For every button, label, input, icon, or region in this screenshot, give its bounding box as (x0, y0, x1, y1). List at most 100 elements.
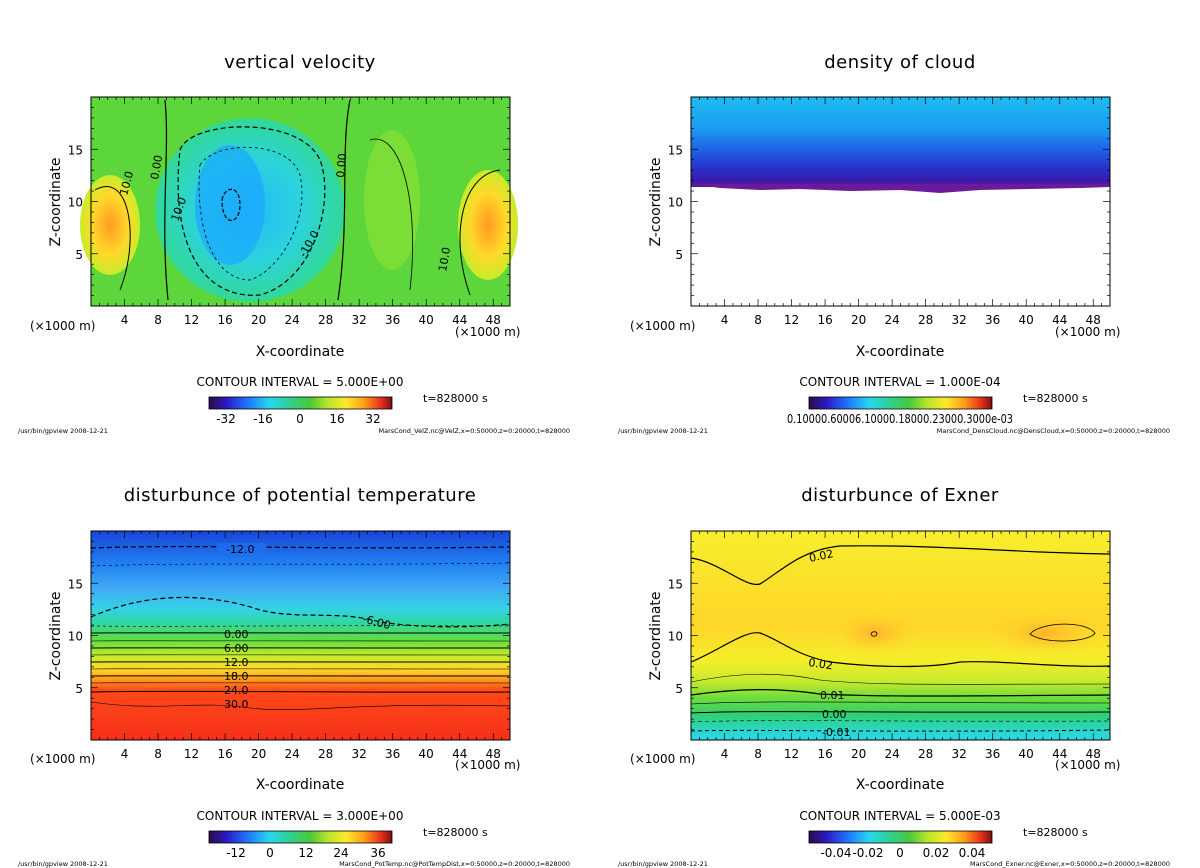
footer-left: /usr/bin/gpview 2008-12-21 (618, 860, 708, 868)
x-unit-right: (×1000 m) (455, 758, 520, 772)
colorbar-tick: 12 (298, 846, 313, 860)
x-tick-label: 16 (817, 313, 832, 327)
x-tick-label: 32 (952, 747, 967, 761)
panel-title: vertical velocity (224, 52, 376, 73)
x-tick-label: 12 (784, 313, 799, 327)
x-tick-label: 8 (754, 747, 762, 761)
y-tick-label: 5 (675, 682, 683, 696)
contour-label: 0.02 (808, 656, 834, 672)
time-label: t=828000 s (1023, 826, 1088, 839)
y-tick-label: 15 (68, 143, 83, 157)
panel-density-of-cloud: density of cloud 4 8 12 16 20 24 28 32 36 40 44 485… (618, 52, 1170, 435)
x-tick-label: 40 (419, 313, 434, 327)
x-axis-label: X-coordinate (856, 777, 945, 793)
colorbar (208, 830, 393, 844)
colorbar-tick: 0 (896, 846, 904, 860)
colorbar (808, 396, 993, 410)
x-unit-right: (×1000 m) (1055, 758, 1120, 772)
time-label: t=828000 s (423, 392, 488, 405)
colorbar-ticks: -12 0 12 24 36 (226, 846, 385, 860)
y-axis-label: Z-coordinate (648, 591, 664, 680)
x-tick-label: 28 (318, 313, 333, 327)
x-tick-label: 12 (784, 747, 799, 761)
contour-label: 10.0 (117, 170, 136, 197)
contour-label: 0.02 (808, 547, 835, 565)
x-tick-label: 32 (352, 313, 367, 327)
x-tick-label: 44 (1052, 313, 1067, 327)
x-unit-left: (×1000 m) (30, 319, 95, 333)
colorbar-tick: 36 (370, 846, 385, 860)
panel-potential-temperature: disturbunce of potential temperature -12… (18, 485, 570, 868)
x-tick-label: 44 (1052, 747, 1067, 761)
panel-title: disturbunce of Exner (801, 485, 999, 506)
contour-interval: CONTOUR INTERVAL = 5.000E+00 (197, 375, 404, 389)
panel-vertical-velocity: vertical velocity 0.00 10.0 -10.0 10.0 0… (18, 52, 570, 435)
colorbar-tick: 24 (333, 846, 348, 860)
x-tick-label: 36 (385, 313, 400, 327)
colorbar-tick: 0.02 (923, 846, 950, 860)
x-unit-right: (×1000 m) (1055, 325, 1120, 339)
colorbar-ticks: -0.04 -0.02 0 0.02 0.04 (820, 846, 985, 860)
contour-label: -12.0 (226, 543, 254, 556)
contour-label: 0.00 (822, 708, 847, 721)
x-tick-label: 44 (452, 747, 467, 761)
y-tick-label: 5 (675, 248, 683, 262)
x-tick-label: 20 (851, 747, 866, 761)
colorbar-tick: -12 (226, 846, 246, 860)
x-tick-label: 24 (884, 747, 899, 761)
x-tick-label: 28 (918, 747, 933, 761)
time-label: t=828000 s (423, 826, 488, 839)
y-tick-label: 5 (75, 248, 83, 262)
x-tick-label: 36 (985, 313, 1000, 327)
colorbar (208, 396, 393, 410)
plot-area: 0.00 10.0 -10.0 10.0 0.00 10.0 (80, 96, 518, 307)
x-tick-label: 32 (352, 747, 367, 761)
colorbar-tick: -0.02 (852, 846, 883, 860)
y-tick-label: 5 (75, 682, 83, 696)
x-unit-left: (×1000 m) (630, 752, 695, 766)
time-label: t=828000 s (1023, 392, 1088, 405)
x-tick-label: 16 (217, 747, 232, 761)
y-axis-label: Z-coordinate (48, 157, 64, 246)
x-tick-label: 48 (486, 313, 501, 327)
y-tick-label: 10 (668, 196, 683, 210)
colorbar-tick: 0 (296, 412, 304, 426)
colorbar-tick: 32 (365, 412, 380, 426)
x-tick-label: 28 (318, 747, 333, 761)
x-unit-right: (×1000 m) (455, 325, 520, 339)
x-tick-label: 40 (1019, 313, 1034, 327)
footer-left: /usr/bin/gpview 2008-12-21 (18, 860, 108, 868)
y-tick-label: 15 (68, 577, 83, 591)
x-tick-label: 20 (251, 747, 266, 761)
colorbar (808, 830, 993, 844)
x-tick-label: 48 (1086, 313, 1101, 327)
y-tick-label: 10 (68, 196, 83, 210)
x-tick-label: 8 (754, 313, 762, 327)
x-tick-label: 24 (284, 747, 299, 761)
x-tick-label: 8 (154, 313, 162, 327)
x-tick-label: 24 (884, 313, 899, 327)
contour-label: 0.01 (820, 689, 845, 702)
colorbar-tick: -16 (253, 412, 273, 426)
x-tick-label: 12 (184, 747, 199, 761)
footer-right: MarsCond_Exner.nc@Exner,x=0:50000,z=0:20… (970, 860, 1170, 868)
x-tick-label: 48 (486, 747, 501, 761)
footer-right: MarsCond_PotTemp.nc@PotTempDist,x=0:5000… (339, 860, 570, 868)
colorbar-ticks: -32 -16 0 16 32 (216, 412, 380, 426)
contour-interval: CONTOUR INTERVAL = 1.000E-04 (799, 375, 1000, 389)
x-tick-label: 20 (251, 313, 266, 327)
x-tick-label: 12 (184, 313, 199, 327)
x-tick-label: 24 (284, 313, 299, 327)
x-tick-label: 4 (121, 313, 129, 327)
contour-label: 0.00 (334, 153, 349, 179)
x-tick-label: 48 (1086, 747, 1101, 761)
footer-right: MarsCond_VelZ.nc@VelZ,x=0:50000,z=0:2000… (379, 427, 570, 435)
contour-label: 10.0 (436, 246, 453, 272)
contour-label: 6.00 (224, 642, 249, 655)
y-tick-label: 15 (668, 577, 683, 591)
footer-left: /usr/bin/gpview 2008-12-21 (18, 427, 108, 435)
y-tick-label: 10 (668, 630, 683, 644)
